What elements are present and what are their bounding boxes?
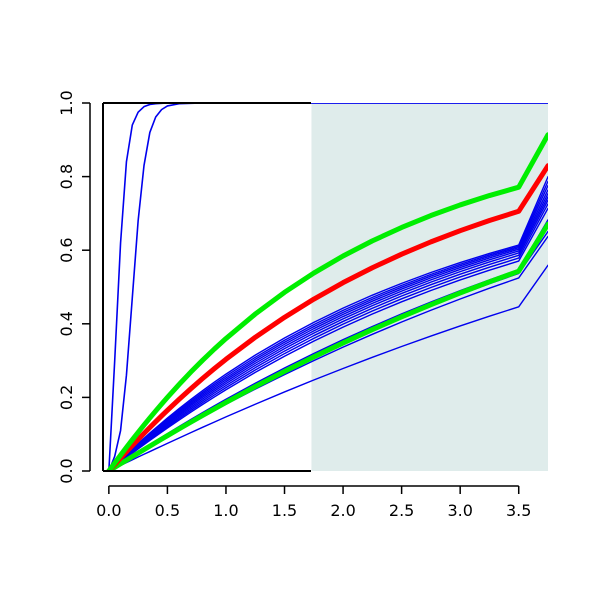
x-tick-label-6: 3.0 [447, 501, 472, 520]
series-layer [106, 103, 548, 471]
series-line-18-green [106, 132, 548, 471]
y-tick-label-4: 0.8 [57, 164, 76, 189]
series-line-2-blue [108, 103, 548, 471]
x-tick-label-3: 1.5 [272, 501, 297, 520]
y-axis: 0.0 0.2 0.4 0.6 0.8 1.0 [57, 90, 91, 484]
y-tick-label-0: 0.0 [57, 458, 76, 483]
series-line-1-blue [108, 103, 548, 471]
series-line-17-red [106, 163, 548, 471]
series-line-16-green [106, 221, 548, 471]
shaded-region [311, 103, 548, 471]
y-tick-label-3: 0.6 [57, 237, 76, 262]
x-axis: 0.0 0.5 1.0 1.5 2.0 2.5 3.0 3.5 [96, 485, 531, 520]
x-tick-label-1: 0.5 [155, 501, 180, 520]
x-tick-label-7: 3.5 [506, 501, 531, 520]
x-tick-label-4: 2.0 [330, 501, 355, 520]
x-tick-label-0: 0.0 [96, 501, 121, 520]
x-tick-label-2: 1.0 [213, 501, 238, 520]
x-tick-label-5: 2.5 [389, 501, 414, 520]
y-tick-label-1: 0.2 [57, 385, 76, 410]
y-tick-label-5: 1.0 [57, 90, 76, 115]
y-tick-label-2: 0.4 [57, 311, 76, 336]
series-line-3-blue [108, 264, 548, 471]
